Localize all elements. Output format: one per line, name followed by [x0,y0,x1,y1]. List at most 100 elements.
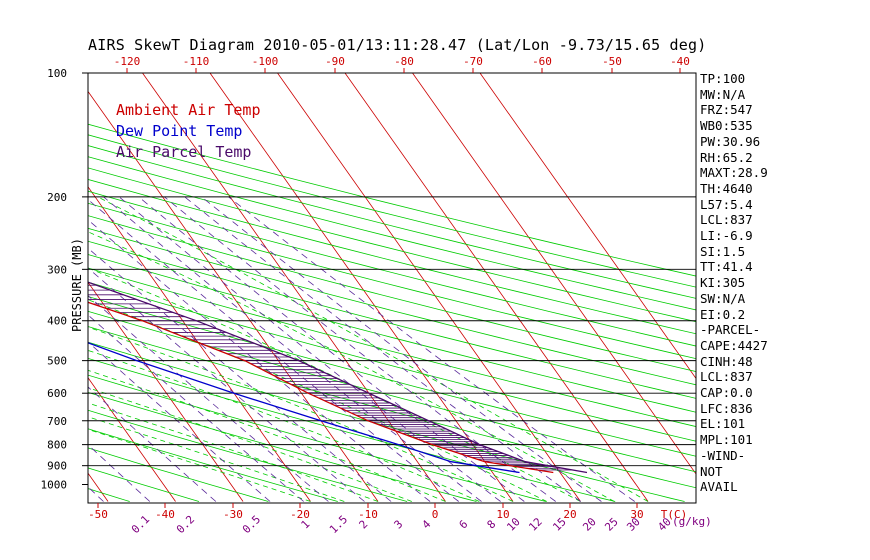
bottom-temp-tick-label: -30 [223,508,243,521]
dry-adiabat-line [88,227,696,386]
dry-adiabat-line [88,190,696,347]
parcel-temp-line [88,281,588,474]
stat-line: SW:N/A [700,290,746,306]
profile-lines [88,281,588,474]
moist-adiabat-line [88,428,311,502]
isotherm-line [88,281,244,502]
mixing-ratio-line [88,444,151,502]
mixing-ratio-line [228,196,635,502]
legend-item-parcel: Air Parcel Temp [116,143,252,161]
mixing-ratio-line [88,219,431,502]
isotherm-line [88,90,379,502]
moist-adiabat-line [88,299,547,502]
pressure-tick-label: 300 [47,263,67,276]
stat-line: CAP:0.0 [700,385,753,401]
isotherm-line [88,377,176,502]
axes [82,68,697,508]
stat-line: MW:N/A [700,86,746,102]
mixing-ratio-line [88,199,459,502]
stat-line: L57:5.4 [700,196,753,212]
mixing-ratio-label: 12 [526,515,545,534]
top-temp-tick-label: -120 [114,55,141,68]
stat-line: KI:305 [700,275,746,291]
mixing-ratio-unit: (g/kg) [672,515,712,528]
bottom-temp-tick-label: 30 [630,508,643,521]
moist-adiabat-line [88,416,345,502]
mixing-ratio-line [88,267,365,502]
pressure-tick-label: 600 [47,387,67,400]
dry-adiabat-line [88,409,408,502]
bottom-temp-tick-label: 20 [563,508,576,521]
mixing-ratio-label: 0.2 [174,513,197,536]
top-temp-tick-label: -70 [463,55,483,68]
stat-line: -PARCEL- [700,322,761,338]
stat-line: TH:4640 [700,180,753,196]
mixing-ratio-label: 0.1 [129,513,152,536]
isotherm-line [479,73,696,380]
legend: Ambient Air Temp Dew Point Temp Air Parc… [116,100,261,163]
bottom-temp-unit: T(C) [661,508,688,521]
stat-line: FRZ:547 [700,102,753,118]
top-temp-tick-label: -90 [325,55,345,68]
chart-title: AIRS SkewT Diagram 2010-05-01/13:11:28.4… [88,36,707,54]
stat-line: AVAIL [700,479,738,495]
stat-line: -WIND- [700,447,746,463]
mixing-ratio-line [164,196,556,502]
top-temp-tick-label: -60 [532,55,552,68]
pressure-tick-label: 100 [47,67,67,80]
dry-adiabat-line [88,428,338,502]
stat-line: MPL:101 [700,432,753,448]
top-temp-tick-label: -110 [183,55,210,68]
moist-adiabat-line [88,267,581,502]
dry-adiabat-line [88,357,616,502]
bottom-temp-tick-label: -40 [155,508,175,521]
mixing-ratio-line [118,196,501,502]
bottom-temp-tick-label: -10 [358,508,378,521]
stat-line: LFC:836 [700,400,753,416]
top-temp-tick-label: -100 [252,55,279,68]
dewpoint-temp-line [88,342,520,474]
dry-adiabat-line [88,179,696,335]
legend-item-ambient: Ambient Air Temp [116,101,261,119]
stat-line: LCL:837 [700,212,753,228]
top-temp-tick-label: -80 [394,55,414,68]
bottom-temp-tick-label: -20 [290,508,310,521]
moist-adiabat-line [88,231,615,502]
mixing-ratio-line [88,247,392,502]
grid-lines [0,73,696,502]
dry-adiabat-line [88,215,696,372]
dry-adiabat-line [88,202,696,360]
stat-line: RH:65.2 [700,149,753,165]
mixing-ratio-line [88,314,304,502]
dry-adiabat-line [88,156,696,311]
moist-adiabat-line [88,402,379,502]
mixing-ratio-line [88,386,217,502]
dry-adiabat-line [88,467,200,502]
pressure-tick-label: 500 [47,355,67,368]
isotherm-line [88,186,311,502]
isotherm-line [0,73,41,502]
mixing-ratio-line [201,196,602,502]
dry-adiabat-line [88,167,696,323]
pressure-tick-label: 1000 [41,479,68,492]
y-axis-label: PRESSURE (MB) [70,238,84,332]
bottom-temp-tick-label: 0 [432,508,439,521]
top-temp-tick-label: -50 [602,55,622,68]
dry-adiabat-line [88,123,696,277]
ambient-temp-line [88,301,554,474]
dry-adiabat-line [88,447,269,502]
plot-frame [87,72,697,504]
stat-line: LCL:837 [700,369,753,385]
bottom-temp-tick-label: 10 [496,508,509,521]
mixing-ratio-line [184,196,581,502]
mixing-ratio-label: 25 [602,515,621,534]
moist-adiabat-line [88,387,412,502]
isotherm-line [412,73,696,475]
stat-line: EL:101 [700,416,746,432]
mixing-ratio-line [103,196,482,502]
dry-adiabat-line [0,73,60,502]
bottom-temp-tick-label: -50 [88,508,108,521]
pressure-tick-label: 400 [47,315,67,328]
stat-line: EI:0.2 [700,306,746,322]
stat-line: NOT [700,463,723,479]
